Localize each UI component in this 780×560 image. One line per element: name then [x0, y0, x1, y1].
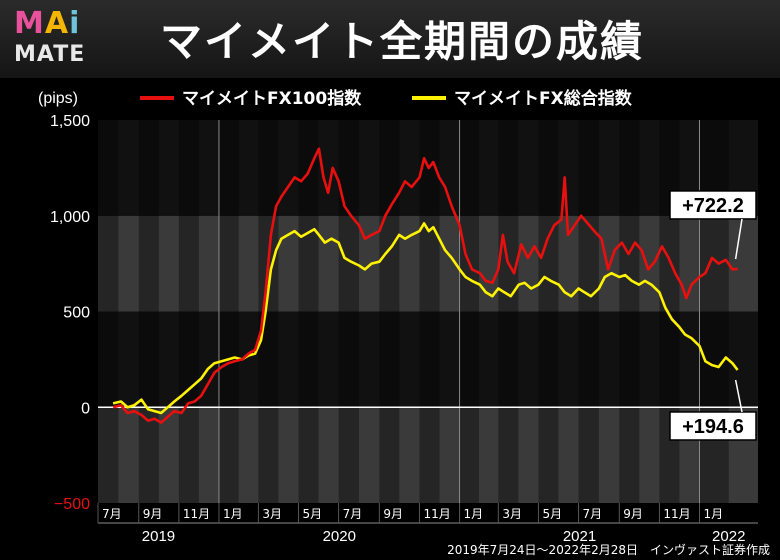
- series-line-0: [112, 147, 738, 424]
- month-label: 11月: [423, 507, 450, 521]
- y-unit-label: (pips): [38, 90, 78, 107]
- month-stripe: [98, 120, 119, 503]
- month-label: 7月: [343, 507, 363, 521]
- logo-letter-i: i: [69, 6, 81, 41]
- x-axis-band: [98, 503, 758, 547]
- header: MAi MATE マイメイト全期間の成績: [0, 0, 780, 78]
- month-stripe: [138, 120, 159, 503]
- y-tick-label: 1,000: [50, 209, 90, 226]
- month-stripe: [258, 120, 279, 503]
- year-label: 2021: [563, 528, 596, 545]
- month-stripe: [379, 120, 400, 503]
- month-label: 3月: [502, 507, 522, 521]
- logo-letter-m: M: [14, 6, 45, 41]
- callout-leader: [734, 218, 743, 260]
- y-tick-label: −500: [54, 496, 90, 513]
- month-label: 3月: [262, 507, 282, 521]
- month-stripe: [578, 120, 599, 503]
- chart: −500 0 500 1,000 1,500 (pips) マイメイトFX100指数 マイメイ…: [38, 88, 758, 547]
- month-stripe: [699, 120, 729, 503]
- callout-box: [669, 190, 757, 220]
- month-label: 11月: [183, 507, 210, 521]
- band-1: [98, 311, 758, 408]
- month-label: 1月: [223, 507, 243, 521]
- month-stripe: [619, 120, 640, 503]
- logo-letter-a: A: [44, 6, 70, 41]
- series-line-1: [112, 222, 739, 415]
- year-label: 2019: [142, 528, 175, 545]
- logo-mate: MATE: [14, 42, 86, 67]
- month-stripe: [538, 120, 559, 503]
- month-label: 11月: [663, 507, 690, 521]
- month-label: 7月: [583, 507, 603, 521]
- y-tick-label: 500: [63, 305, 90, 322]
- month-label: 9月: [383, 507, 403, 521]
- month-stripe: [178, 120, 199, 503]
- month-label: 1月: [703, 507, 723, 521]
- month-label: 9月: [143, 507, 163, 521]
- month-stripe: [218, 120, 239, 503]
- page-title: マイメイト全期間の成績: [160, 17, 645, 66]
- month-stripe: [459, 120, 479, 503]
- month-stripe: [338, 120, 359, 503]
- callout-box: [669, 411, 757, 441]
- month-stripe: [659, 120, 680, 503]
- band-0: [98, 407, 758, 503]
- y-tick-label: 0: [81, 400, 90, 417]
- legend-label: マイメイトFX総合指数: [454, 88, 633, 109]
- y-tick-label: 1,500: [50, 113, 90, 130]
- callout-label: +722.2: [682, 195, 744, 217]
- month-stripe: [419, 120, 440, 503]
- callout-leader: [734, 379, 743, 413]
- month-label: 1月: [464, 507, 484, 521]
- month-stripe: [498, 120, 519, 503]
- callout-label: +194.6: [682, 416, 744, 438]
- month-label: 5月: [542, 507, 562, 521]
- footer-note: 2019年7月24日～2022年2月28日 インヴァスト証券作成: [447, 543, 770, 557]
- month-label: 9月: [623, 507, 643, 521]
- logo-mai: MAi: [14, 6, 80, 41]
- month-label: 7月: [102, 507, 122, 521]
- year-label: 2020: [323, 528, 356, 545]
- year-label: 2022: [712, 528, 745, 545]
- month-stripe: [298, 120, 319, 503]
- legend-label: マイメイトFX100指数: [182, 88, 362, 109]
- month-label: 5月: [302, 507, 322, 521]
